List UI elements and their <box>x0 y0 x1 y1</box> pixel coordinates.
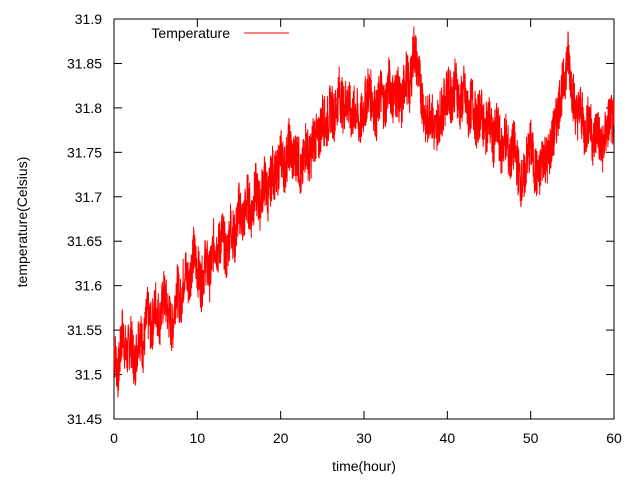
y-axis-label: temperature(Celsius) <box>14 157 30 288</box>
x-tick-label: 60 <box>606 430 622 446</box>
legend-label-temperature: Temperature <box>151 25 230 41</box>
y-tick-label: 31.6 <box>75 278 102 294</box>
x-tick-label: 50 <box>523 430 539 446</box>
y-tick-label: 31.9 <box>75 11 102 27</box>
y-axis-ticks: 31.45 31.5 31.55 31.6 31.65 31.7 31.75 31.8 31.8… <box>67 11 614 427</box>
x-axis-ticks: 0 10 20 30 40 50 60 <box>110 19 622 446</box>
y-tick-label: 31.55 <box>67 322 102 338</box>
x-axis-label: time(hour) <box>332 458 396 474</box>
y-tick-label: 31.8 <box>75 100 102 116</box>
x-tick-label: 10 <box>190 430 206 446</box>
y-tick-label: 31.75 <box>67 144 102 160</box>
x-tick-label: 30 <box>356 430 372 446</box>
series-line-temperature <box>113 26 615 398</box>
x-tick-label: 20 <box>273 430 289 446</box>
y-tick-label: 31.65 <box>67 233 102 249</box>
y-tick-label: 31.85 <box>67 55 102 71</box>
plot-frame <box>113 18 615 420</box>
legend: Temperature <box>151 25 289 41</box>
y-tick-label: 31.7 <box>75 189 102 205</box>
y-tick-label: 31.5 <box>75 367 102 383</box>
x-tick-label: 40 <box>440 430 456 446</box>
series-layer <box>113 26 615 398</box>
x-tick-label: 0 <box>110 430 118 446</box>
y-tick-label: 31.45 <box>67 411 102 427</box>
